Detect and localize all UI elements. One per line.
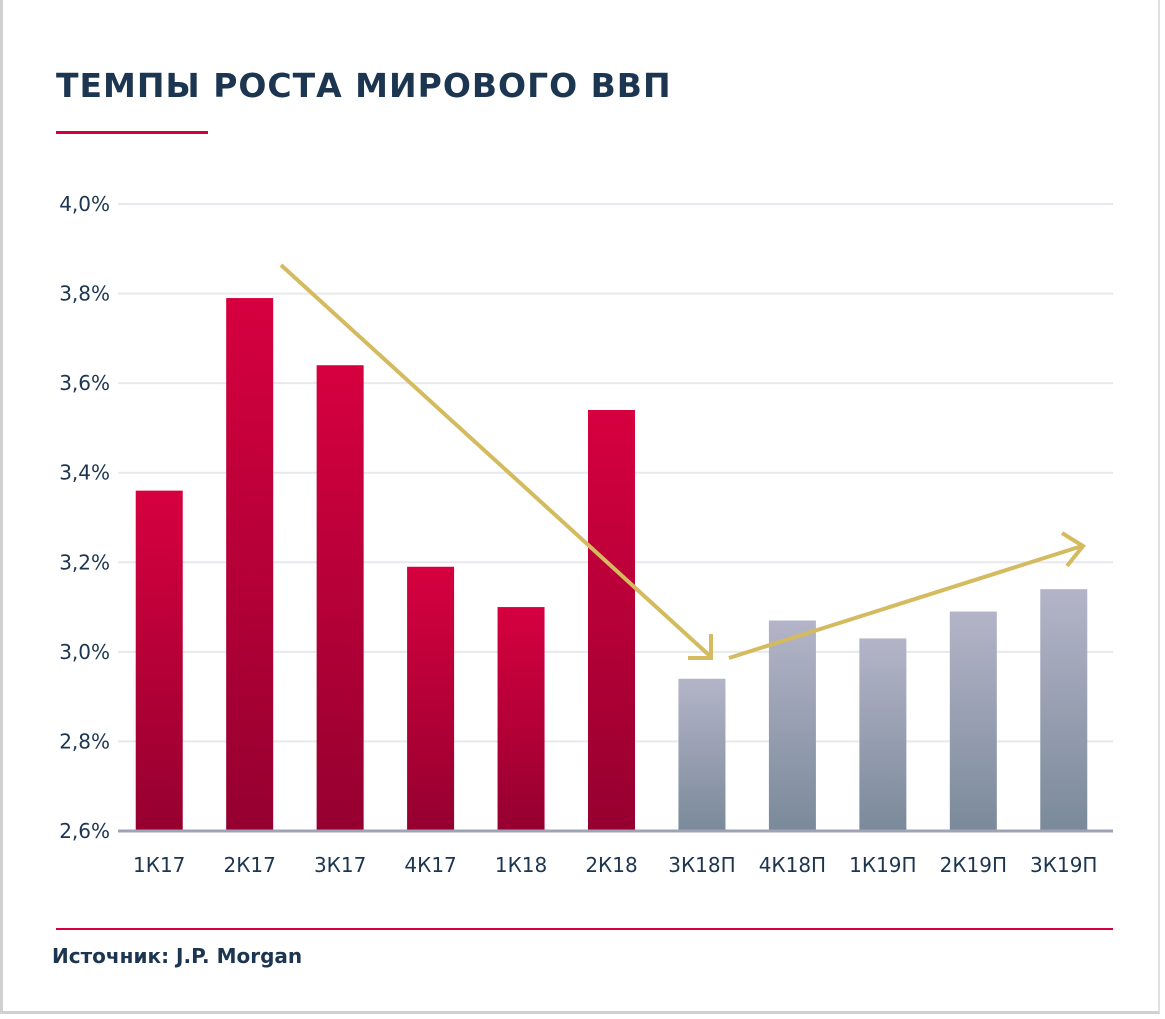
- uptrend-arrowhead: [1060, 531, 1086, 568]
- x-tick-label: 2К18: [585, 853, 637, 877]
- x-tick-label: 1К17: [133, 853, 185, 877]
- bar-3К18П: [678, 678, 726, 831]
- y-tick-label: 3,0%: [59, 640, 110, 664]
- bar-1К18: [497, 607, 545, 831]
- title-underline: [56, 131, 208, 134]
- y-tick-label: 3,6%: [59, 371, 110, 395]
- bar-2К18: [588, 410, 635, 831]
- y-tick-label: 2,8%: [59, 729, 110, 753]
- source-note: Источник: J.P. Morgan: [52, 944, 303, 968]
- bar-1К17: [135, 490, 183, 831]
- bar-2К19П: [949, 611, 997, 831]
- x-tick-label: 2К19П: [940, 853, 1007, 877]
- bar-3К17: [316, 365, 364, 831]
- bar-3К19П: [1040, 589, 1088, 831]
- y-tick-label: 3,8%: [59, 282, 110, 306]
- x-tick-label: 3К18П: [668, 853, 735, 877]
- x-tick-label: 3К19П: [1030, 853, 1097, 877]
- y-tick-label: 3,2%: [59, 550, 110, 574]
- bar-1К19П: [859, 638, 907, 831]
- y-tick-label: 2,6%: [59, 819, 110, 843]
- x-tick-label: 3К17: [314, 853, 366, 877]
- chart-title: ТЕМПЫ РОСТА МИРОВОГО ВВП: [56, 66, 672, 105]
- bar-4К17: [407, 566, 455, 831]
- x-tick-label: 2К17: [223, 853, 275, 877]
- downtrend-arrow: [279, 263, 712, 658]
- x-tick-label: 4К17: [404, 853, 456, 877]
- downtrend-arrowhead: [688, 634, 713, 660]
- y-tick-label: 3,4%: [59, 461, 110, 485]
- bar-2К17: [226, 298, 274, 831]
- x-tick-label: 1К18: [495, 853, 547, 877]
- x-tick-label: 1К19П: [849, 853, 916, 877]
- footer-rule: [56, 928, 1113, 930]
- bar-4К18П: [768, 620, 816, 831]
- x-tick-label: 4К18П: [759, 853, 826, 877]
- y-tick-label: 4,0%: [59, 192, 110, 216]
- uptrend-arrow: [728, 544, 1083, 660]
